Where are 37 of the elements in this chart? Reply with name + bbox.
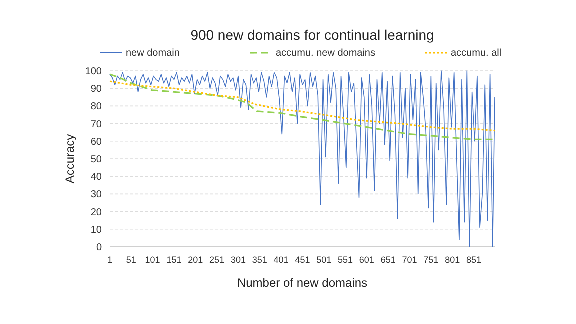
x-tick-label: 851	[466, 255, 482, 265]
y-tick-label: 20	[90, 207, 102, 218]
x-tick-label: 151	[166, 255, 182, 265]
x-tick-label: 51	[126, 255, 136, 265]
y-tick-label: 70	[90, 119, 102, 130]
x-tick-label: 551	[338, 255, 354, 265]
y-tick-label: 60	[90, 136, 102, 148]
y-tick-label: 30	[90, 190, 102, 201]
y-tick-label: 10	[90, 224, 102, 236]
x-tick-label: 451	[295, 255, 310, 265]
x-tick-label: 501	[316, 255, 332, 265]
legend-label: accumu. all	[451, 48, 502, 59]
y-axis-title: Accuracy	[63, 134, 77, 184]
y-tick-label: 40	[90, 172, 102, 184]
line-series	[110, 70, 496, 248]
y-tick-label: 90	[90, 84, 102, 96]
x-tick-label: 201	[188, 255, 204, 265]
x-tick-label: 401	[274, 255, 289, 265]
y-tick-label: 80	[90, 102, 102, 113]
chart-title: 900 new domains for continual learning	[190, 27, 434, 43]
x-tick-label: 1	[107, 255, 113, 265]
x-tick-label: 801	[445, 255, 460, 265]
legend-label: accumu. new domains	[276, 48, 376, 59]
x-tick-label: 301	[230, 255, 246, 265]
x-axis-title: Number of new domains	[237, 276, 368, 290]
x-tick-label: 601	[359, 255, 374, 265]
x-tick-label: 651	[380, 255, 396, 265]
x-tick-label: 351	[252, 255, 268, 265]
x-tick-label: 251	[210, 255, 225, 265]
y-tick-label: 100	[85, 66, 102, 78]
x-tick-label: 701	[402, 255, 418, 265]
legend-label: new domain	[126, 48, 180, 59]
x-tick-label: 101	[145, 255, 160, 265]
y-tick-label: 0	[96, 242, 102, 254]
x-tick-label: 751	[424, 255, 439, 265]
line-series	[109, 80, 496, 132]
y-tick-label: 50	[90, 154, 102, 166]
